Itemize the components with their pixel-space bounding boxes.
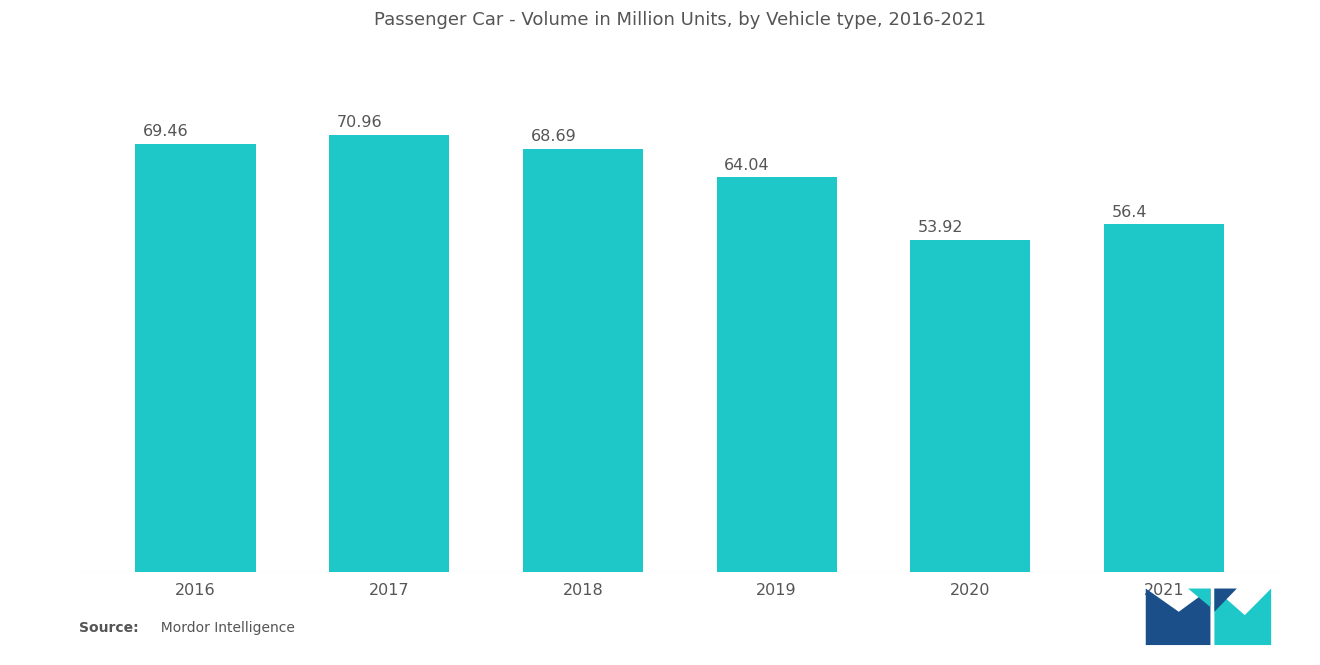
Text: Source:: Source: xyxy=(79,621,139,635)
Title: Passenger Car - Volume in Million Units, by Vehicle type, 2016-2021: Passenger Car - Volume in Million Units,… xyxy=(374,11,986,29)
Text: 64.04: 64.04 xyxy=(725,158,770,173)
Polygon shape xyxy=(1188,589,1210,607)
Text: 53.92: 53.92 xyxy=(919,220,964,235)
Text: 68.69: 68.69 xyxy=(531,129,577,144)
Text: 69.46: 69.46 xyxy=(143,124,189,140)
Text: 56.4: 56.4 xyxy=(1111,205,1147,220)
Bar xyxy=(329,134,449,572)
Text: Mordor Intelligence: Mordor Intelligence xyxy=(152,621,294,635)
Polygon shape xyxy=(1146,589,1210,645)
Bar xyxy=(1104,224,1224,572)
Bar xyxy=(523,148,643,572)
Polygon shape xyxy=(1214,589,1271,645)
Text: 70.96: 70.96 xyxy=(337,115,383,130)
Polygon shape xyxy=(1214,589,1237,612)
Bar xyxy=(136,144,256,572)
Bar xyxy=(911,239,1031,572)
Bar xyxy=(717,177,837,572)
